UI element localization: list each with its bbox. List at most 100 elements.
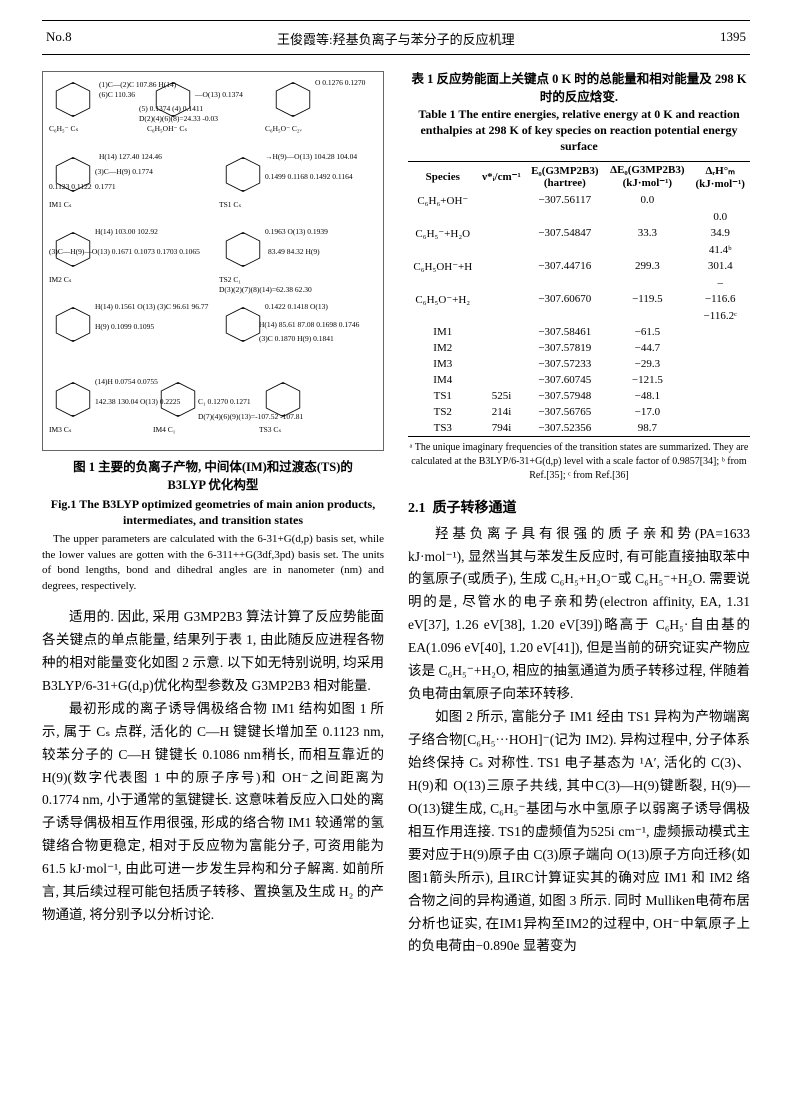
table-1-head: Species ν*ᵢ/cm⁻¹ E₀(G3MP2B3) (hartree) Δ… (408, 161, 750, 192)
table-row: TS2214i−307.56765−17.0 (408, 404, 750, 420)
page-header: No.8 王俊霞等:羟基负离子与苯分子的反应机理 1395 (42, 29, 750, 54)
fig-label: (3)C—H(9) 0.1774 (95, 167, 153, 176)
fig-label: →H(9)—O(13) 104.28 104.04 (265, 152, 357, 161)
table-cell: −116.2ᶜ (690, 308, 750, 324)
left-column: (1)C—(2)C 107.86 H(14) (6)C 110.36 —O(13… (42, 71, 384, 958)
table-cell (525, 308, 604, 324)
table-cell: −307.58461 (525, 324, 604, 340)
fig-label: (3)C—H(9)—O(13) 0.1671 0.1073 0.1703 0.1… (49, 247, 200, 256)
table-cell: −119.5 (604, 291, 690, 308)
table-row: 0.0 (408, 209, 750, 225)
table-cell (604, 242, 690, 258)
header-right: 1395 (720, 29, 746, 48)
table-col-dh: ΔᵣH°ₘ (kJ·mol⁻¹) (690, 161, 750, 192)
table-cell (604, 308, 690, 324)
table-cell (478, 258, 526, 275)
fig-label: IM4 C₁ (153, 425, 175, 434)
table-cell (478, 209, 526, 225)
table-1-caption-cn: 表 1 反应势能面上关键点 0 K 时的总能量和相对能量及 298 K 时的反应… (408, 71, 750, 106)
table-cell (478, 192, 526, 209)
fig-label: IM2 Cₛ (49, 275, 72, 284)
fig-label: D(3)(2)(7)(8)(14)=62.38 62.30 (219, 285, 312, 294)
table-cell: −307.57233 (525, 356, 604, 372)
table-cell: −307.54847 (525, 225, 604, 242)
fig-label: C₁ 0.1270 0.1271 (198, 397, 251, 406)
table-col-e0: E₀(G3MP2B3) (hartree) (525, 161, 604, 192)
table-col-de0: ΔE₀(G3MP2B3) (kJ·mol⁻¹) (604, 161, 690, 192)
table-cell: 0.0 (690, 209, 750, 225)
figure-1-caption-en: Fig.1 The B3LYP optimized geometries of … (42, 496, 384, 528)
fig-label: H(9) 0.1099 0.1095 (95, 322, 154, 331)
fig-label: H(14) 85.61 87.08 0.1698 0.1746 (259, 320, 359, 329)
fig-label: C₆H₅OH⁻ Cₛ (147, 124, 187, 133)
table-cell: – (690, 275, 750, 291)
table-cell (408, 242, 478, 258)
table-cell: −17.0 (604, 404, 690, 420)
table-cell: IM3 (408, 356, 478, 372)
table-cell (478, 291, 526, 308)
table-cell (525, 209, 604, 225)
table-cell: −307.56765 (525, 404, 604, 420)
table-1-caption-en: Table 1 The entire energies, relative en… (408, 106, 750, 155)
header-bottom-rule (42, 54, 750, 55)
table-cell: TS1 (408, 388, 478, 404)
fig-label: TS3 Cₛ (259, 425, 281, 434)
table-cell: 34.9 (690, 225, 750, 242)
fig-label: (5) 0.1374 (4) 0.1411 (139, 104, 203, 113)
table-cell: IM4 (408, 372, 478, 388)
table-cell (690, 340, 750, 356)
table-cell: 41.4ᵇ (690, 242, 750, 258)
table-cell: 98.7 (604, 420, 690, 437)
header-center: 王俊霞等:羟基负离子与苯分子的反应机理 (277, 29, 515, 48)
fig-label: (6)C 110.36 (99, 90, 135, 99)
fig-label: 142.38 130.04 O(13) 0.2225 (95, 397, 180, 406)
figure-1-diagram: (1)C—(2)C 107.86 H(14) (6)C 110.36 —O(13… (42, 71, 384, 451)
fig-label: IM3 Cₛ (49, 425, 72, 434)
fig-label: (14)H 0.0754 0.0755 (95, 377, 158, 386)
fig-label: H(14) 127.40 124.46 (99, 152, 162, 161)
table-cell: −307.60745 (525, 372, 604, 388)
table-cell (478, 242, 526, 258)
table-cell: −307.57948 (525, 388, 604, 404)
table-cell: 214i (478, 404, 526, 420)
fig-label: H(14) 103.00 102.92 (95, 227, 158, 236)
fig-label: 0.1771 (95, 182, 116, 191)
table-1-footnote: ᵃ The unique imaginary frequencies of th… (408, 441, 750, 483)
fig-label: D(2)(4)(6)(8)=24.33 -0.03 (139, 114, 218, 123)
table-row: C₆H₆+OH⁻−307.561170.0 (408, 192, 750, 209)
table-cell (690, 192, 750, 209)
table-row: C₆H₅OH⁻+H−307.44716299.3301.4 (408, 258, 750, 275)
table-cell (690, 420, 750, 437)
table-cell: 794i (478, 420, 526, 437)
table-cell: −121.5 (604, 372, 690, 388)
fig-label: O 0.1276 0.1270 (315, 78, 365, 87)
table-row: 41.4ᵇ (408, 242, 750, 258)
fig-label: IM1 Cₛ (49, 200, 72, 209)
section-2-1-heading: 2.1 质子转移通道 (408, 497, 750, 517)
table-row: −116.2ᶜ (408, 308, 750, 324)
header-left: No.8 (46, 29, 72, 48)
table-row: TS1525i−307.57948−48.1 (408, 388, 750, 404)
two-column-layout: (1)C—(2)C 107.86 H(14) (6)C 110.36 —O(13… (42, 71, 750, 958)
table-cell: 525i (478, 388, 526, 404)
table-cell: 0.0 (604, 192, 690, 209)
table-cell: 33.3 (604, 225, 690, 242)
table-cell (690, 372, 750, 388)
fig-label: H(14) 0.1561 O(13) (3)C 96.61 96.77 (95, 302, 208, 311)
table-cell (690, 324, 750, 340)
fig-label: C₆H₅⁻ Cₛ (49, 124, 78, 133)
left-para-2: 最初形成的离子诱导偶极络合物 IM1 结构如图 1 所示, 属于 Cₛ 点群, … (42, 698, 384, 927)
table-cell: −307.60670 (525, 291, 604, 308)
table-cell (478, 225, 526, 242)
table-cell: C₆H₅OH⁻+H (408, 258, 478, 275)
table-col-freq: ν*ᵢ/cm⁻¹ (478, 161, 526, 192)
right-para-2: 如图 2 所示, 富能分子 IM1 经由 TS1 异构为产物端离子络合物[C₆H… (408, 706, 750, 958)
fig-label: (1)C—(2)C 107.86 H(14) (99, 80, 176, 89)
header-top-rule (42, 20, 750, 21)
table-cell (525, 242, 604, 258)
fig-label: 0.1422 0.1418 O(13) (265, 302, 328, 311)
table-row: TS3794i−307.5235698.7 (408, 420, 750, 437)
right-para-1: 羟基负离子具有很强的质子亲和势(PA=1633 kJ·mol⁻¹), 显然当其与… (408, 523, 750, 707)
table-cell: C₆H₅O⁻+H₂ (408, 291, 478, 308)
table-cell: −116.6 (690, 291, 750, 308)
